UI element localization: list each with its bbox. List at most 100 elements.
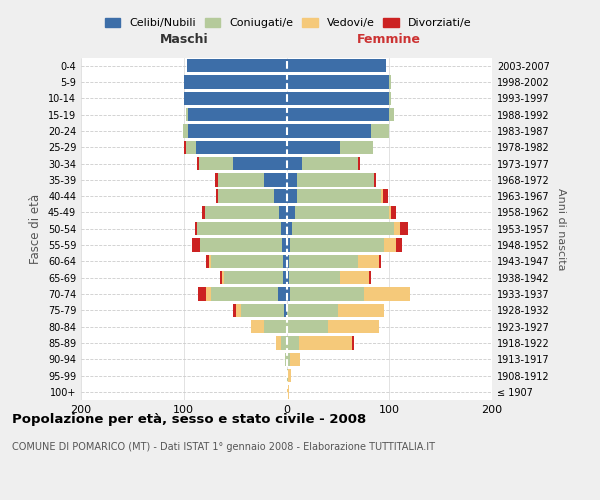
Bar xyxy=(197,222,281,235)
Bar xyxy=(206,288,211,300)
Legend: Celibi/Nubili, Coniugati/e, Vedovi/e, Divorziati/e: Celibi/Nubili, Coniugati/e, Vedovi/e, Di… xyxy=(100,13,476,32)
Bar xyxy=(192,238,200,252)
Bar xyxy=(184,140,186,154)
Bar xyxy=(287,140,340,154)
Bar xyxy=(287,304,338,317)
Bar xyxy=(397,238,401,252)
Y-axis label: Fasce di età: Fasce di età xyxy=(29,194,42,264)
Bar xyxy=(196,140,287,154)
Bar xyxy=(233,304,236,317)
Bar xyxy=(264,320,287,334)
Bar xyxy=(224,271,283,284)
Bar xyxy=(287,206,295,219)
Bar xyxy=(183,124,188,138)
Bar xyxy=(278,288,287,300)
Bar xyxy=(358,157,361,170)
Bar xyxy=(389,92,391,105)
Bar xyxy=(218,173,264,186)
Bar xyxy=(220,271,222,284)
Bar xyxy=(328,320,379,334)
Bar xyxy=(290,352,300,366)
Bar xyxy=(287,108,389,122)
Bar xyxy=(287,76,389,88)
Bar xyxy=(187,59,287,72)
Bar xyxy=(287,320,328,334)
Bar xyxy=(374,173,376,186)
Text: Femmine: Femmine xyxy=(357,33,421,46)
Bar xyxy=(340,140,373,154)
Bar xyxy=(389,206,391,219)
Bar xyxy=(290,288,364,300)
Bar xyxy=(358,254,379,268)
Bar xyxy=(290,238,384,252)
Bar xyxy=(284,304,287,317)
Bar xyxy=(283,254,287,268)
Bar xyxy=(197,157,199,170)
Bar xyxy=(276,336,281,349)
Bar xyxy=(369,271,371,284)
Bar xyxy=(289,254,358,268)
Bar xyxy=(283,271,287,284)
Bar xyxy=(383,190,388,203)
Bar xyxy=(206,254,209,268)
Bar xyxy=(287,336,299,349)
Bar xyxy=(184,92,287,105)
Bar xyxy=(236,304,241,317)
Bar xyxy=(205,206,280,219)
Bar xyxy=(281,222,287,235)
Bar xyxy=(188,124,287,138)
Bar xyxy=(251,320,264,334)
Bar xyxy=(286,352,287,366)
Bar xyxy=(186,108,188,122)
Bar xyxy=(264,173,287,186)
Bar xyxy=(297,190,381,203)
Bar xyxy=(287,352,290,366)
Bar xyxy=(389,76,391,88)
Bar xyxy=(338,304,384,317)
Bar xyxy=(281,336,287,349)
Y-axis label: Anni di nascita: Anni di nascita xyxy=(556,188,566,270)
Bar xyxy=(340,271,369,284)
Text: Maschi: Maschi xyxy=(160,33,208,46)
Bar xyxy=(233,157,287,170)
Bar xyxy=(287,173,297,186)
Bar xyxy=(302,157,358,170)
Bar xyxy=(200,238,283,252)
Bar xyxy=(389,108,394,122)
Bar xyxy=(297,173,374,186)
Bar xyxy=(188,108,287,122)
Bar xyxy=(198,288,206,300)
Text: Popolazione per età, sesso e stato civile - 2008: Popolazione per età, sesso e stato civil… xyxy=(12,412,366,426)
Bar xyxy=(287,190,297,203)
Bar xyxy=(381,190,383,203)
Bar xyxy=(384,238,397,252)
Bar xyxy=(215,190,218,203)
Bar xyxy=(287,238,290,252)
Bar xyxy=(287,92,389,105)
Bar xyxy=(287,369,290,382)
Bar xyxy=(379,254,381,268)
Bar xyxy=(287,222,292,235)
Bar xyxy=(391,206,397,219)
Bar xyxy=(287,271,289,284)
Bar xyxy=(292,222,394,235)
Bar xyxy=(202,206,205,219)
Bar xyxy=(287,288,290,300)
Bar xyxy=(274,190,287,203)
Bar xyxy=(400,222,408,235)
Bar xyxy=(295,206,389,219)
Bar xyxy=(186,140,196,154)
Bar xyxy=(199,157,233,170)
Bar xyxy=(299,336,352,349)
Bar xyxy=(287,254,289,268)
Bar xyxy=(287,385,289,398)
Bar xyxy=(371,124,389,138)
Bar xyxy=(241,304,284,317)
Bar xyxy=(195,222,197,235)
Bar xyxy=(222,271,224,284)
Text: COMUNE DI POMARICO (MT) - Dati ISTAT 1° gennaio 2008 - Elaborazione TUTTITALIA.I: COMUNE DI POMARICO (MT) - Dati ISTAT 1° … xyxy=(12,442,435,452)
Bar xyxy=(287,59,386,72)
Bar xyxy=(215,173,218,186)
Bar xyxy=(280,206,287,219)
Bar xyxy=(394,222,400,235)
